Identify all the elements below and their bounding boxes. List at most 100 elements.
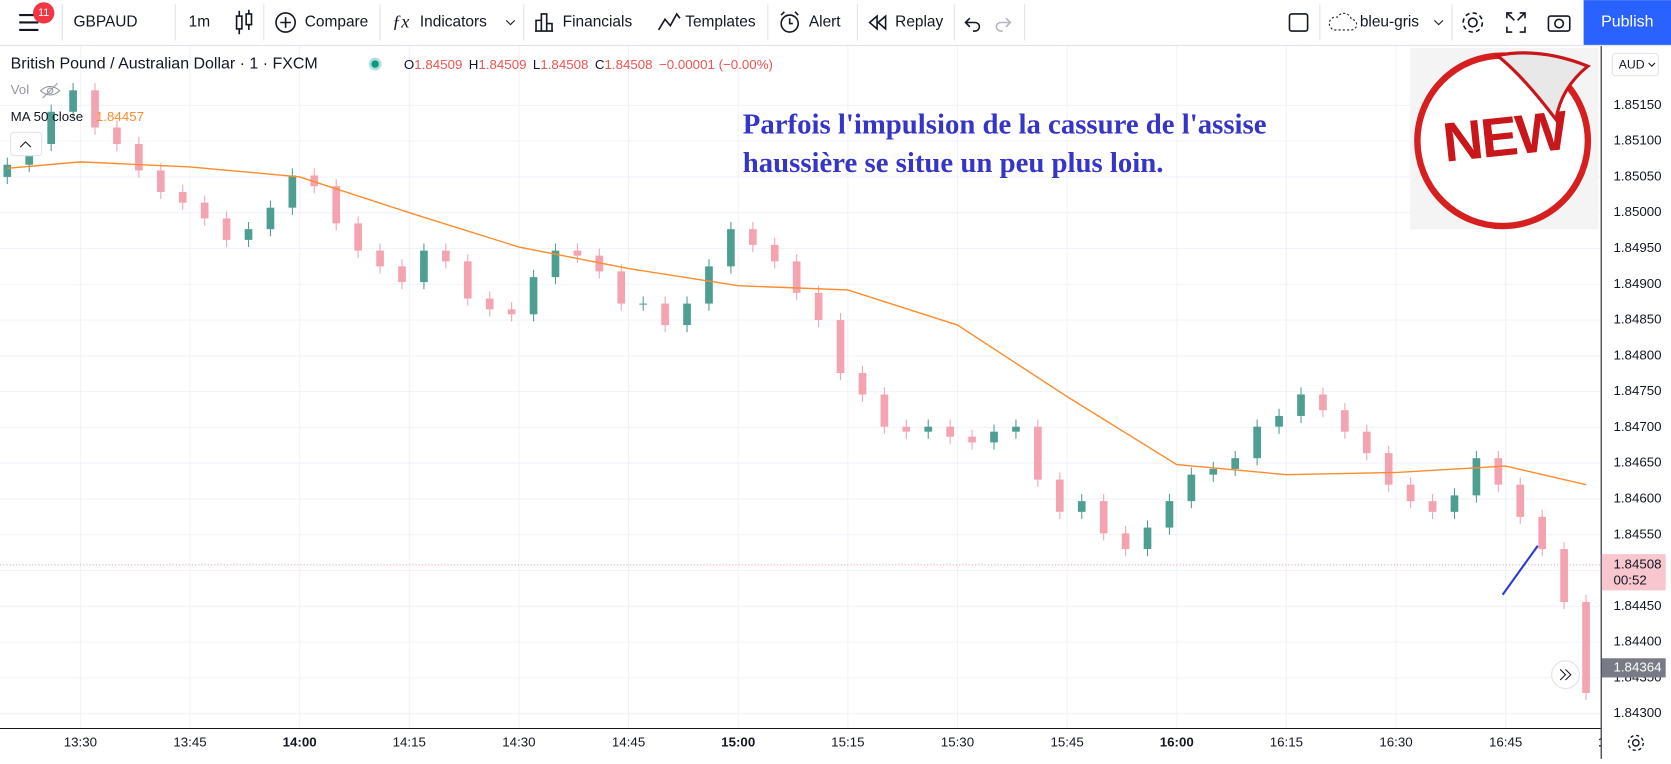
candle-body [1275, 415, 1283, 427]
candle-body [1494, 458, 1503, 485]
ohlc-key: L [533, 57, 540, 72]
candle-body [1406, 484, 1415, 502]
collapse-legend-button[interactable] [10, 131, 43, 157]
candle-body [1012, 426, 1020, 432]
trend-line-drawing[interactable] [1501, 545, 1539, 596]
candle-body [1231, 458, 1240, 469]
ohlc-value: 1.84509 [414, 57, 462, 72]
y-tick-label: 1.84800 [1613, 347, 1661, 362]
candle-body [1516, 484, 1525, 517]
axes: 1.85150 1.85100 1.85050 1.85000 1.84950 1.849… [1601, 97, 1666, 720]
publish-button[interactable] [1583, 0, 1671, 45]
settings-button[interactable] [1462, 12, 1484, 33]
financials-button[interactable]: Financials [563, 14, 633, 31]
candle-body [3, 164, 12, 177]
candle-body [727, 229, 735, 267]
ohlc-value: 1.84509 [478, 57, 526, 72]
candle-body [178, 191, 187, 203]
plot [0, 83, 1601, 701]
candle-body [485, 298, 494, 310]
annotation-line: haussière se situe un peu plus loin. [743, 147, 1164, 179]
templates-button[interactable]: Templates [685, 14, 756, 31]
market-status-dot [371, 60, 379, 68]
currency-button[interactable] [1611, 52, 1659, 77]
replay-icon [868, 14, 887, 31]
chart-style-button[interactable] [235, 9, 253, 35]
candle-body [858, 373, 867, 395]
x-tick-label: 16:45 [1489, 734, 1522, 749]
x-tick-label: 13:30 [64, 734, 97, 749]
ma-value: 1.84457 [96, 109, 144, 124]
ohlc-key: C [595, 57, 605, 72]
y-tick-label: 1.84600 [1613, 490, 1661, 505]
fullscreen-button[interactable] [1506, 12, 1526, 33]
y-tick-label: 1.84700 [1613, 419, 1661, 434]
x-tick-label: 16:30 [1379, 734, 1412, 749]
candle-body [1187, 474, 1196, 502]
candle-body [573, 250, 582, 256]
x-tick-label: 14:15 [393, 734, 426, 749]
candle-body [156, 170, 165, 192]
ma-label: MA 50 close [11, 109, 84, 124]
candle-body [442, 250, 450, 262]
candle-body [1428, 501, 1437, 512]
y-tick-label: 1.84750 [1613, 383, 1661, 398]
x-tick-label: 17:00 [1598, 734, 1632, 749]
y-tick-label: 1.84400 [1613, 634, 1661, 649]
interval[interactable]: 1m [189, 14, 210, 31]
grid [0, 45, 1601, 728]
x-tick-label: 13:45 [173, 734, 206, 749]
new-sticker: NEW [1409, 48, 1599, 230]
redo-button[interactable] [995, 17, 1012, 32]
candle-body [639, 303, 648, 305]
marker-price-tag [1601, 658, 1666, 678]
candle-body [1099, 501, 1108, 534]
candle-body [244, 229, 253, 240]
y-tick-label: 1.85000 [1613, 204, 1661, 219]
candle-body [1165, 501, 1174, 528]
candle-body [770, 244, 779, 262]
y-tick-label: 1.84450 [1613, 598, 1661, 613]
candle-body [113, 127, 121, 144]
candle-body [420, 250, 428, 283]
y-tick-label: 1.85100 [1613, 133, 1661, 148]
candle-body [792, 261, 801, 293]
alert-button[interactable]: Alert [809, 14, 841, 31]
axis-settings-button[interactable] [1627, 734, 1644, 752]
publish-label[interactable]: Publish [1601, 14, 1653, 31]
alert-icon [780, 11, 800, 33]
screenshot-button[interactable] [1547, 15, 1571, 32]
candle-body [814, 292, 823, 321]
layout-button[interactable] [1288, 13, 1309, 32]
currency[interactable]: AUD [1619, 57, 1645, 71]
y-tick-label: 1.84900 [1613, 276, 1661, 291]
candle-body [463, 261, 472, 299]
indicators-button[interactable]: Indicators [420, 14, 487, 31]
candle-body [1560, 549, 1568, 603]
last-price-label: 1.84508 [1613, 556, 1661, 571]
moving-average-line [7, 161, 1587, 486]
candle-body [1143, 527, 1152, 550]
x-tick-label: 15:45 [1050, 734, 1083, 749]
symbol[interactable]: GBPAUD [74, 14, 138, 31]
candle-body [529, 277, 538, 315]
candle-body [1362, 431, 1371, 454]
candle-body [1472, 458, 1481, 496]
candle-body [880, 394, 889, 427]
y-tick-label: 1.85150 [1613, 97, 1661, 112]
templates-icon [657, 12, 681, 31]
candle-body [398, 266, 406, 283]
badge [33, 2, 55, 24]
candle-body [376, 250, 384, 267]
layout-name[interactable]: bleu-gris [1360, 14, 1419, 31]
dropdown-arrow [505, 19, 516, 26]
compare-button[interactable]: Compare [305, 14, 369, 31]
ohlc-change: −0.00001 (−0.00%) [659, 57, 773, 72]
undo-button[interactable] [964, 17, 981, 32]
y-tick-label: 1.84950 [1613, 240, 1661, 255]
replay-button[interactable]: Replay [895, 14, 943, 31]
candle-body [968, 436, 976, 443]
hidden-eye-icon[interactable] [39, 82, 61, 99]
